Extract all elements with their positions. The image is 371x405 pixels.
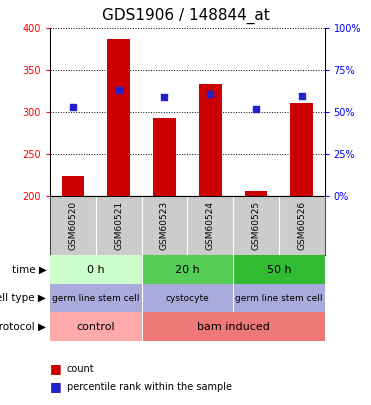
Bar bbox=[233, 255, 325, 284]
Text: ■: ■ bbox=[50, 362, 62, 375]
Bar bbox=[62, 176, 85, 196]
Text: control: control bbox=[76, 322, 115, 332]
Text: 20 h: 20 h bbox=[175, 264, 200, 275]
Bar bbox=[244, 190, 267, 196]
Point bbox=[207, 91, 213, 97]
Text: bam induced: bam induced bbox=[197, 322, 270, 332]
Text: count: count bbox=[67, 364, 94, 373]
Bar bbox=[142, 284, 233, 312]
Bar bbox=[142, 312, 325, 341]
Text: GSM60523: GSM60523 bbox=[160, 201, 169, 250]
Bar bbox=[233, 284, 325, 312]
Text: GSM60524: GSM60524 bbox=[206, 201, 215, 250]
Point bbox=[299, 92, 305, 99]
Text: GSM60525: GSM60525 bbox=[252, 201, 260, 250]
Bar bbox=[107, 39, 130, 196]
Text: 0 h: 0 h bbox=[87, 264, 105, 275]
Text: GSM60526: GSM60526 bbox=[297, 201, 306, 250]
Bar bbox=[50, 312, 142, 341]
Text: GDS1906 / 148844_at: GDS1906 / 148844_at bbox=[102, 8, 269, 24]
Text: ■: ■ bbox=[50, 380, 62, 393]
Text: percentile rank within the sample: percentile rank within the sample bbox=[67, 382, 232, 392]
Bar bbox=[290, 103, 313, 196]
Point bbox=[161, 94, 167, 100]
Text: time ▶: time ▶ bbox=[12, 264, 46, 275]
Text: cystocyte: cystocyte bbox=[165, 294, 209, 303]
Text: germ line stem cell: germ line stem cell bbox=[52, 294, 139, 303]
Bar bbox=[199, 84, 222, 196]
Bar bbox=[50, 255, 142, 284]
Text: GSM60520: GSM60520 bbox=[69, 201, 78, 250]
Text: GSM60521: GSM60521 bbox=[114, 201, 123, 250]
Bar bbox=[50, 284, 142, 312]
Text: germ line stem cell: germ line stem cell bbox=[235, 294, 323, 303]
Bar bbox=[142, 255, 233, 284]
Bar bbox=[153, 118, 176, 196]
Text: protocol ▶: protocol ▶ bbox=[0, 322, 46, 332]
Text: cell type ▶: cell type ▶ bbox=[0, 293, 46, 303]
Point bbox=[253, 106, 259, 112]
Point bbox=[70, 103, 76, 110]
Point bbox=[116, 86, 122, 93]
Text: 50 h: 50 h bbox=[266, 264, 291, 275]
